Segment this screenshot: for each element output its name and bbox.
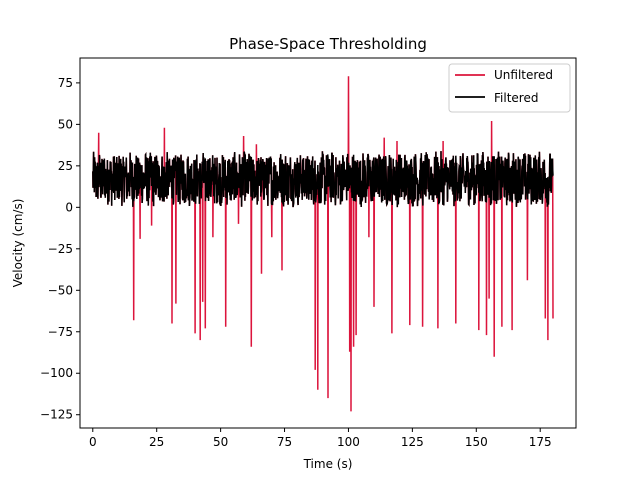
x-tick-label: 50: [213, 435, 228, 449]
x-tick-label: 150: [465, 435, 488, 449]
x-tick-label: 0: [89, 435, 97, 449]
y-tick-label: −25: [48, 242, 73, 256]
x-axis: 0 25 50 75 100 125 150 175: [89, 428, 552, 449]
y-tick-label: 75: [58, 76, 73, 90]
x-tick-label: 175: [529, 435, 552, 449]
x-tick-label: 75: [277, 435, 292, 449]
chart-title: Phase-Space Thresholding: [229, 35, 427, 53]
y-axis-label: Velocity (cm/s): [11, 199, 25, 288]
legend: Unfiltered Filtered: [448, 63, 571, 113]
y-axis: 75 50 25 0 −25 −50 −75 −100 −125: [40, 76, 80, 422]
y-tick-label: 50: [58, 117, 73, 131]
x-tick-label: 25: [149, 435, 164, 449]
legend-label-filtered: Filtered: [494, 91, 538, 105]
series-layer: [92, 76, 554, 412]
x-tick-label: 100: [337, 435, 360, 449]
x-axis-label: Time (s): [303, 457, 353, 471]
y-tick-label: −75: [48, 325, 73, 339]
y-tick-label: −50: [48, 283, 73, 297]
legend-label-unfiltered: Unfiltered: [494, 68, 553, 82]
y-tick-label: −125: [40, 408, 73, 422]
plot-frame: [79, 57, 577, 429]
y-tick-label: 25: [58, 159, 73, 173]
series-line-filtered: [92, 151, 554, 208]
legend-box: [448, 63, 571, 113]
y-tick-label: −100: [40, 366, 73, 380]
x-tick-label: 125: [401, 435, 424, 449]
series-line-unfiltered: [92, 76, 554, 412]
y-tick-label: 0: [65, 200, 73, 214]
